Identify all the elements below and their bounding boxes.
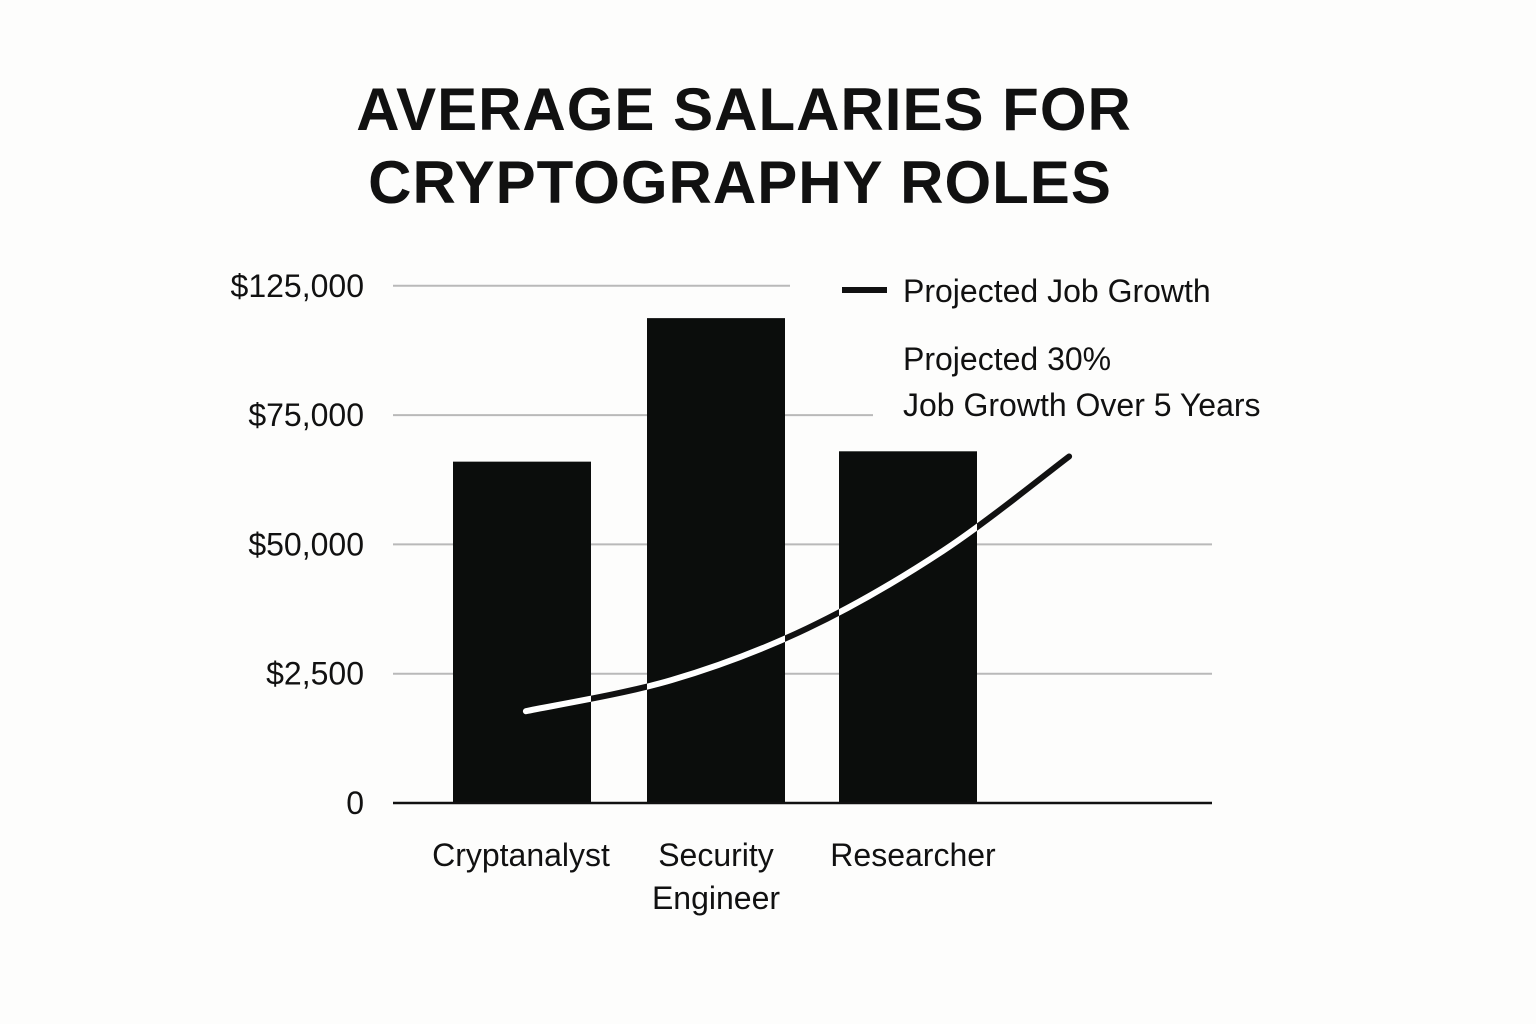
- bar-1: [647, 318, 785, 803]
- y-tick-label-4: $125,000: [231, 268, 364, 304]
- x-tick-label-1-line-0: Security: [658, 837, 774, 873]
- x-tick-label-2: Researcher: [830, 837, 996, 873]
- x-tick-label-1-line-1: Engineer: [652, 880, 780, 916]
- y-tick-label-2: $50,000: [248, 526, 364, 562]
- x-axis-category-labels: Cryptanalyst Security Engineer Researcher: [432, 837, 996, 916]
- bars: [453, 318, 977, 803]
- growth-line: [522, 453, 1073, 715]
- x-tick-label-0: Cryptanalyst: [432, 837, 610, 873]
- y-tick-label-0: 0: [346, 785, 364, 821]
- chart-title-line-1: AVERAGE SALARIES FOR: [356, 76, 1132, 143]
- annotation-line-1: Projected 30%: [903, 341, 1111, 377]
- y-axis-tick-labels: 0 $2,500 $50,000 $75,000 $125,000: [231, 268, 364, 821]
- annotation-line-2: Job Growth Over 5 Years: [903, 387, 1261, 423]
- growth-line-path: [522, 453, 1073, 715]
- bar-2: [839, 451, 977, 803]
- y-tick-label-1: $2,500: [266, 656, 364, 692]
- chart-title-line-2: CRYPTOGRAPHY ROLES: [368, 149, 1112, 216]
- legend-label: Projected Job Growth: [903, 273, 1211, 309]
- bar-0: [453, 461, 591, 803]
- y-tick-label-3: $75,000: [248, 397, 364, 433]
